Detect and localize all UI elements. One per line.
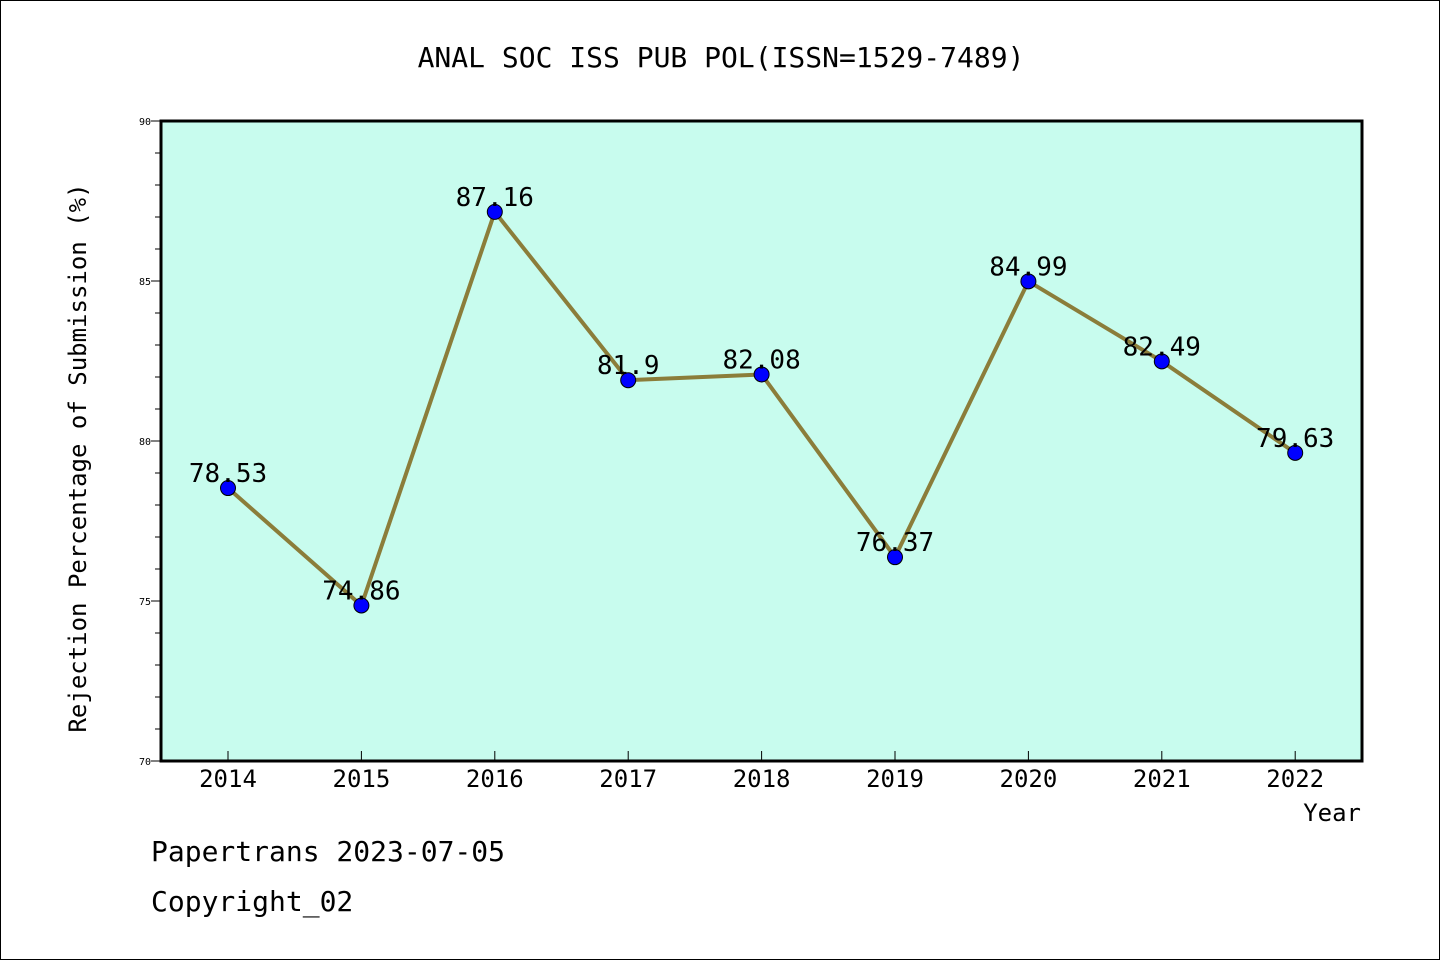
data-point <box>353 597 370 614</box>
x-tick-label: 2018 <box>733 765 791 793</box>
y-tick-label: 70 <box>139 757 151 768</box>
data-label: 78.53 <box>189 459 267 489</box>
data-label: 79.63 <box>1256 424 1334 454</box>
data-point <box>1020 273 1037 290</box>
data-labels: 78.53 74.86 87.16 81.9 82.08 76.37 84.99 82.49 7… <box>189 183 1334 607</box>
y-axis: 70 75 80 85 90 <box>139 117 161 768</box>
x-tick-label: 2015 <box>333 765 391 793</box>
series-layer <box>220 203 1304 614</box>
x-tick-label: 2021 <box>1133 765 1191 793</box>
data-label: 76.37 <box>856 528 934 558</box>
x-tick-label: 2014 <box>199 765 257 793</box>
x-tick-label: 2022 <box>1266 765 1324 793</box>
data-point <box>220 480 236 497</box>
chart-title: ANAL SOC ISS PUB POL(ISSN=1529-7489) <box>418 41 1025 74</box>
data-label: 82.49 <box>1123 332 1201 362</box>
y-tick-label: 85 <box>139 277 151 288</box>
data-label: 81.9 <box>597 351 660 381</box>
data-point <box>753 366 770 383</box>
data-label: 87.16 <box>456 183 534 213</box>
data-point <box>1287 444 1304 461</box>
data-label: 84.99 <box>989 252 1067 282</box>
data-point <box>486 203 503 220</box>
x-axis-label: Year <box>1303 799 1361 827</box>
data-label: 74.86 <box>322 576 400 606</box>
data-label: 82.08 <box>722 345 800 375</box>
y-tick-label: 75 <box>139 597 151 608</box>
x-axis: 2014 2015 2016 2017 2018 2019 2020 2021 2022 <box>199 751 1324 793</box>
x-tick-label: 2017 <box>599 765 657 793</box>
y-tick-label: 80 <box>139 437 151 448</box>
x-tick-label: 2019 <box>866 765 924 793</box>
footer-date-line: Papertrans 2023-07-05 <box>151 835 506 868</box>
x-tick-label: 2016 <box>466 765 524 793</box>
y-tick-label: 90 <box>139 117 151 128</box>
footer-copyright-line: Copyright_02 <box>151 885 354 918</box>
plot-area <box>159 119 1364 763</box>
y-axis-label: Rejection Percentage of Submission (%) <box>64 183 92 732</box>
data-point <box>887 549 903 566</box>
data-point <box>620 372 637 389</box>
data-point <box>1153 353 1170 370</box>
x-tick-label: 2020 <box>1000 765 1058 793</box>
